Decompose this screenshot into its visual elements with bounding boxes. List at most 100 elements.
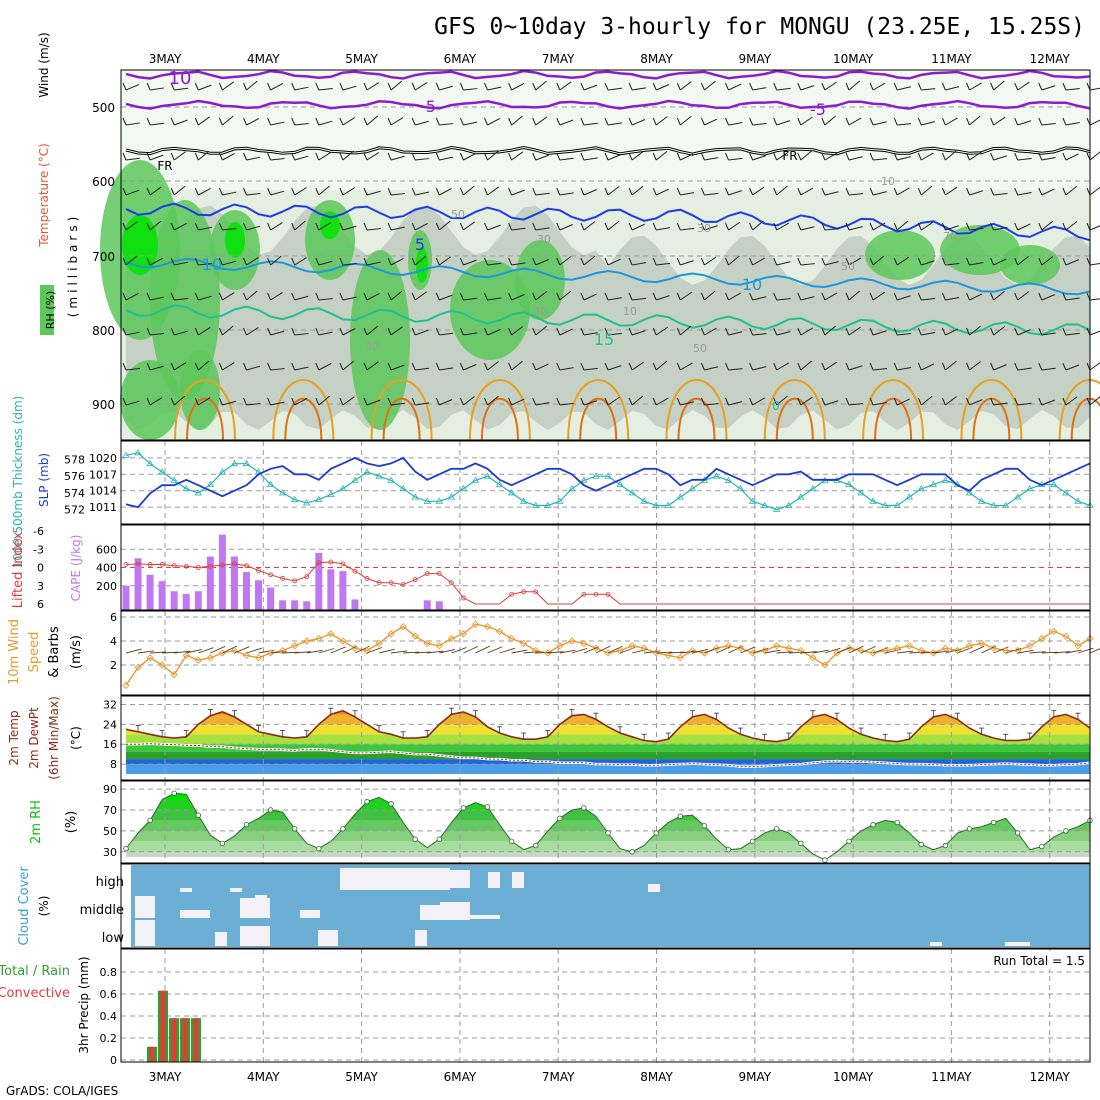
wind-barb-flag [652,362,657,371]
thickness-point [218,468,227,475]
wind-barb [728,401,743,406]
rh-point [243,821,250,828]
wind-barb [318,363,332,371]
wind-barb-flag [700,222,705,231]
wind-speed-point [941,644,950,652]
wind-speed-point [965,642,974,650]
wind-barb-flag [845,82,850,91]
wind-barb [583,122,598,126]
rh2m-axis-label-a: 2m RH [29,800,44,844]
wind-barb-flag [243,152,247,161]
wind-barb [945,150,957,161]
wind-barb-flag [435,292,440,301]
li-point [195,565,201,570]
wind-barb-flag [917,292,922,301]
wind-barb [800,263,815,266]
li-point [123,562,129,567]
wind-barb [197,150,210,161]
wind-barb-flag [700,257,705,266]
wind-barb [632,87,647,91]
wind-barb [1089,330,1100,336]
temp-panel-frame [120,695,1091,781]
precip-panel-frame [120,948,1091,1063]
wind-barb-flag [797,82,802,91]
li-point [352,568,358,574]
thickness-point [182,484,190,492]
date-label-bottom: 12MAY [1030,1070,1071,1084]
cloud-row-label: low [102,931,125,946]
li-point [171,563,177,569]
wind-barb [463,153,477,161]
wind-barb-flag [845,117,850,126]
wind-barb [897,332,912,336]
wind-speed-point [544,649,552,657]
wind-barb-flag [990,397,995,406]
wind-barb [535,154,550,161]
thickness-point [616,480,624,487]
wind-speed-point [953,646,962,655]
wind-barb [704,192,719,196]
wind-barb [993,364,1007,371]
wind-barb [607,258,621,266]
wind-speed-point [761,646,769,655]
wind-barb-flag [484,187,488,196]
wind-barb-10m [366,646,383,654]
wind-barb-flag [122,152,127,161]
wind-barb-10m [306,649,323,654]
wind-barb [463,332,478,336]
wind-barb-flag [484,222,488,231]
wind-barb-flag [532,222,537,231]
wind-axis-label-b-group: Speed [27,632,42,673]
wind-barb [776,362,790,371]
rh-moist-area [940,225,1020,275]
wind-barb-flag [797,222,802,231]
wind-barb [993,258,1007,266]
wind-barb-flag [580,362,585,371]
wind-barb [125,122,140,126]
wind-barb-flag [821,187,826,196]
cape-bar [291,600,299,610]
wind-barb [173,151,186,161]
thickness-point [495,480,504,487]
wind-speed-point [254,654,263,662]
date-label-bottom: 7MAY [542,1070,575,1084]
wind-barb [1041,220,1054,231]
wind-barb [607,332,622,336]
rh-point [990,819,997,826]
wind-barb [342,225,357,231]
rh-point [822,857,828,863]
wind-barb-10m [716,645,732,654]
wind-barb [222,260,237,266]
wind-barb [993,326,1006,336]
wind-barb [704,157,719,161]
rh-point [918,841,924,848]
wind-barb-flag [869,257,874,266]
wind-barb [559,290,572,301]
wind-speed-point [688,646,696,655]
wind-barb [198,263,213,266]
wind-barb-flag [604,257,609,266]
wind-barb [704,327,717,336]
wind-barb-flag [194,82,199,91]
wind-barb [583,400,598,406]
wind-barb [535,259,549,266]
wind-barb-flag [170,187,175,196]
wind-barb-flag [893,117,898,126]
wind-barb-flag [411,152,416,161]
rh-band [126,799,1090,810]
wind-barb-flag [990,327,995,336]
wind-barb [656,295,670,301]
wind-barb-flag [484,152,488,161]
wind-barb [607,396,620,406]
wind-barb [487,395,499,406]
wind-speed-point [1014,646,1022,655]
wind-barb-flag [315,187,320,196]
wind-barb-flag [508,117,513,126]
wind-barb-10m [330,646,346,654]
wind-barb [487,150,499,161]
li-line [125,561,1090,605]
rh-point [1039,843,1045,850]
wind-speed-point [857,646,865,655]
wind-barb [294,86,309,91]
temp-band [126,744,1090,752]
